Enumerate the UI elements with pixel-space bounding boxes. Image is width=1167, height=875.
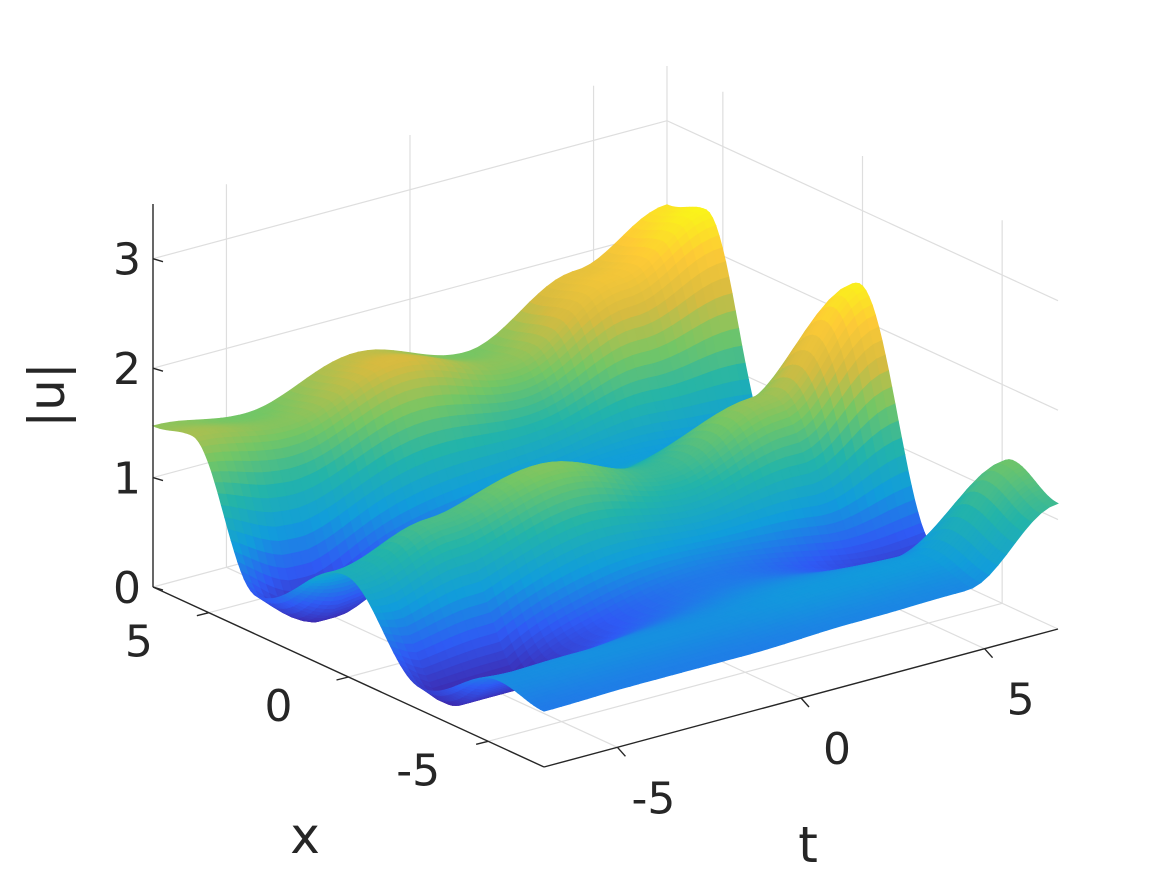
- x-gridline-floor: [487, 602, 1003, 742]
- surface-mesh: [151, 204, 1059, 712]
